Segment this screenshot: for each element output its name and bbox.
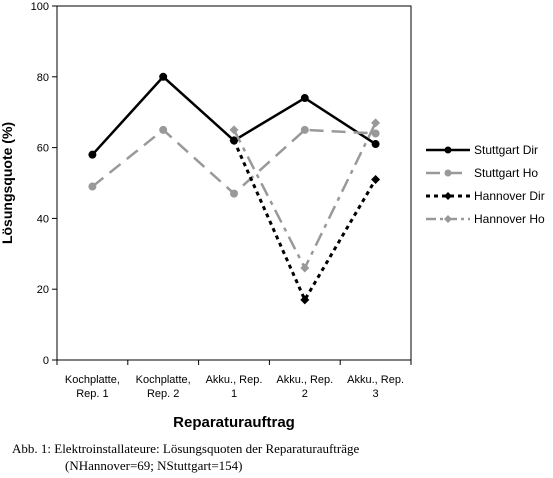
data-point (300, 295, 310, 305)
data-point (300, 263, 310, 273)
y-axis-title: Lösungsquote (%) (0, 122, 15, 244)
data-point (371, 118, 381, 128)
plot-area (56, 5, 412, 361)
legend-marker (444, 146, 452, 154)
series-stuttgart-ho (88, 125, 380, 198)
data-point (371, 174, 381, 184)
x-category-label: Akku., Rep. (206, 374, 263, 386)
data-point (159, 125, 168, 134)
x-axis-ticks: Kochplatte, Rep. 1 Kochplatte, Rep. 2 Akku.,… (56, 360, 412, 400)
x-category-label: Rep. 1 (76, 388, 108, 400)
data-point (300, 94, 309, 103)
y-tick-label: 0 (43, 355, 49, 367)
y-axis-ticks: 0 20 40 60 80 100 (31, 1, 57, 367)
legend-label: Stuttgart Dir (474, 143, 538, 157)
figure-caption: Abb. 1: Elektroinstallateure: Lösungsquo… (12, 440, 547, 474)
legend-label: Hannover Dir (474, 189, 545, 203)
data-point (88, 182, 97, 191)
series-hannover-ho (229, 118, 381, 273)
data-point (300, 125, 309, 134)
legend: Stuttgart Dir Stuttgart Ho Hannover Dir Han… (426, 143, 545, 226)
x-axis-title: Reparaturauftrag (173, 414, 295, 431)
data-point (371, 129, 380, 138)
data-point (229, 125, 239, 135)
x-category-label: Rep. 2 (147, 388, 179, 400)
x-category-label: Akku., Rep. (276, 374, 333, 386)
x-category-label: 3 (373, 388, 379, 400)
series-line (232, 139, 377, 304)
legend-item: Hannover Ho (426, 212, 545, 226)
data-point (159, 72, 168, 81)
series-layer (88, 72, 381, 305)
legend-marker (444, 215, 452, 223)
legend-item: Stuttgart Ho (426, 166, 538, 180)
y-tick-label: 60 (37, 143, 49, 155)
caption-line-2: (NHannover=69; NStuttgart=154) (65, 458, 243, 473)
legend-item: Stuttgart Dir (426, 143, 538, 157)
y-tick-label: 80 (37, 72, 49, 84)
legend-marker (444, 192, 452, 200)
legend-marker (444, 169, 452, 177)
y-tick-label: 100 (31, 1, 49, 13)
data-point (229, 136, 239, 146)
y-tick-label: 20 (37, 284, 49, 296)
y-tick-label: 40 (37, 213, 49, 225)
caption-line-1: Abb. 1: Elektroinstallateure: Lösungsquo… (12, 441, 360, 456)
series-hannover-dir (229, 136, 381, 305)
x-category-label: 2 (302, 388, 308, 400)
x-category-label: Kochplatte, (65, 374, 120, 386)
legend-item: Hannover Dir (426, 189, 545, 203)
legend-label: Stuttgart Ho (474, 166, 538, 180)
data-point (230, 189, 238, 198)
legend-label: Hannover Ho (474, 212, 545, 226)
data-point (371, 140, 380, 149)
x-category-label: Akku., Rep. (347, 374, 404, 386)
data-point (88, 150, 97, 159)
x-category-label: 1 (231, 388, 237, 400)
x-category-label: Kochplatte, (136, 374, 191, 386)
